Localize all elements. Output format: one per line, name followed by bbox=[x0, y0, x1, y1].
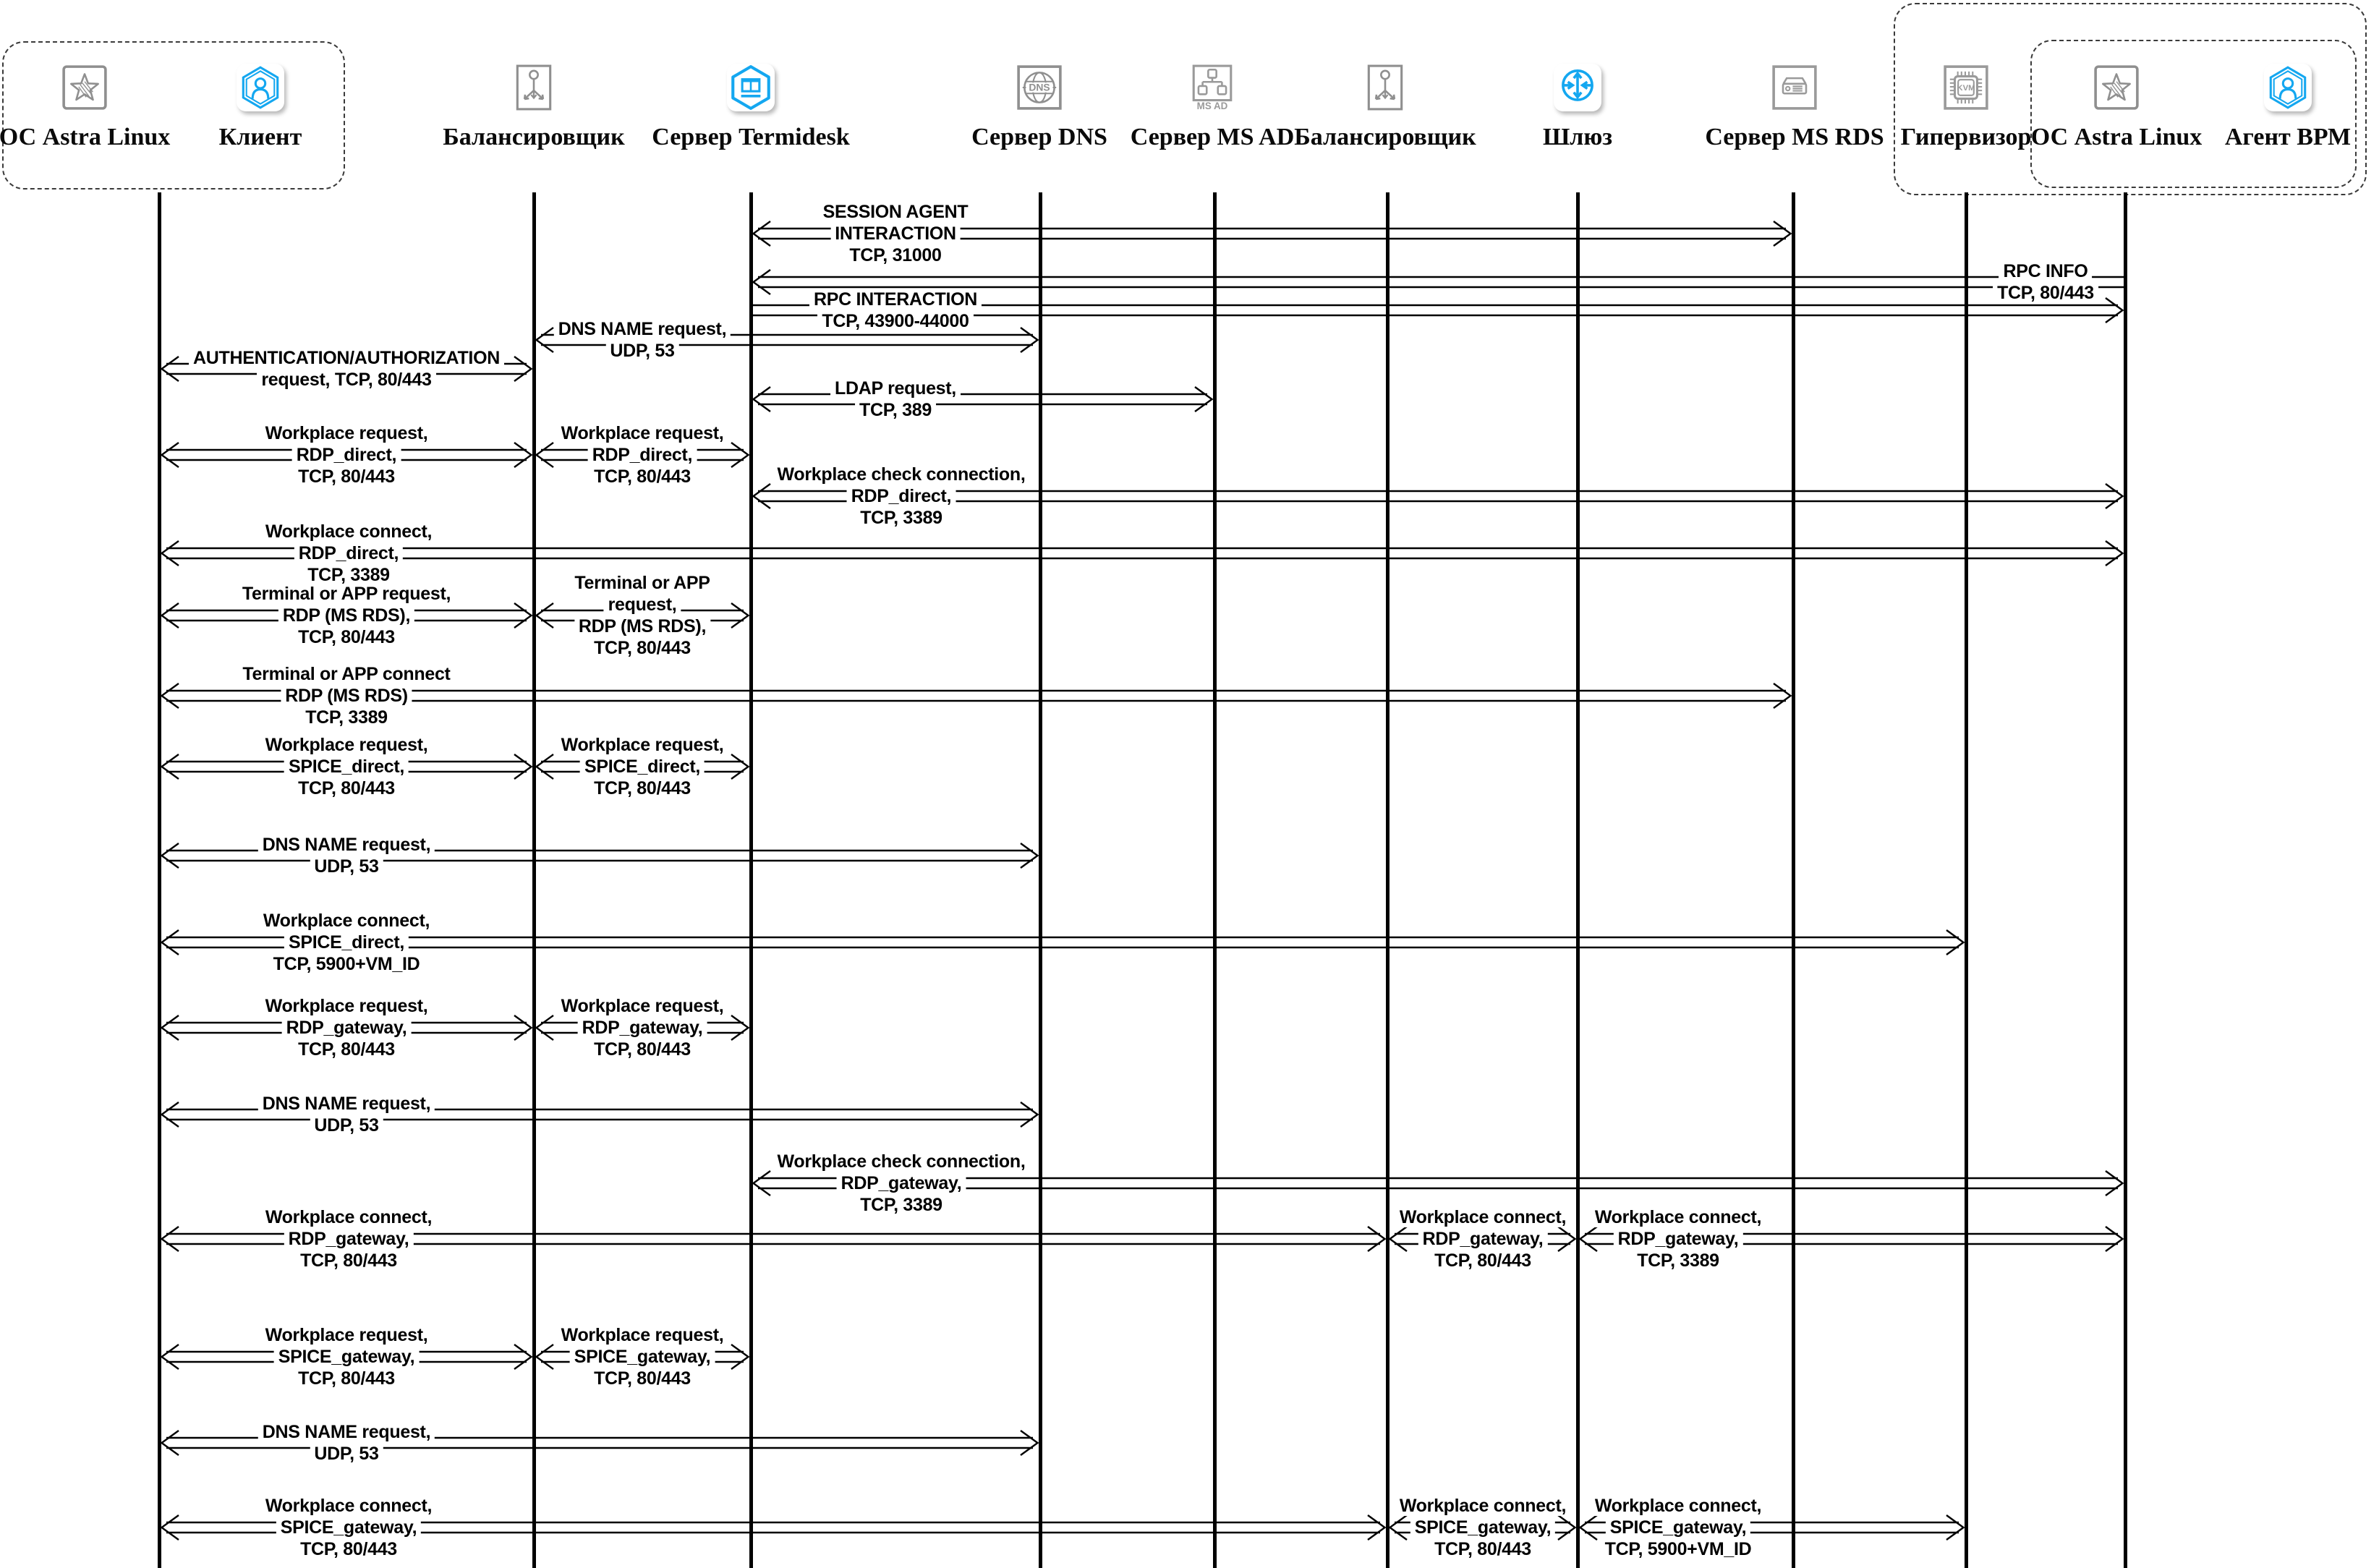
message-arrow bbox=[751, 383, 1214, 415]
message-label: Workplace request, SPICE_gateway, TCP, 80/… bbox=[260, 1324, 433, 1389]
message-label: Terminal or APP connect RDP (MS RDS) TCP, … bbox=[238, 663, 455, 728]
message-arrow bbox=[159, 1427, 1040, 1459]
message-label: Workplace check connection, RDP_direct, TC… bbox=[773, 464, 1030, 529]
actor-label: Сервер Termidesk bbox=[652, 124, 850, 150]
client-hexagon-user-icon bbox=[2264, 64, 2312, 111]
load-balancer-icon bbox=[1361, 64, 1409, 111]
message-arrow bbox=[751, 218, 1793, 250]
message-label: LDAP request, TCP, 389 bbox=[830, 378, 961, 421]
message-arrow bbox=[751, 480, 2125, 512]
ms-ad-tree-icon bbox=[1188, 64, 1236, 111]
lifeline-lb2 bbox=[1385, 192, 1389, 1568]
actor-label: Агент ВРМ bbox=[2224, 124, 2352, 150]
actor-label: Гипервизор bbox=[1900, 124, 2032, 150]
message-label: Workplace connect, RDP_gateway, TCP, 80/44… bbox=[1395, 1206, 1571, 1271]
message-label: SESSION AGENT INTERACTION TCP, 31000 bbox=[818, 201, 973, 266]
lifeline-client bbox=[157, 192, 161, 1568]
lifeline-msad bbox=[1212, 192, 1217, 1568]
message-label: RPC INFO TCP, 80/443 bbox=[1993, 260, 2098, 304]
actor-ms-rds-server: Сервер MS RDS bbox=[1693, 64, 1896, 151]
actor-label: Сервер MS AD bbox=[1130, 124, 1295, 150]
lifeline-group2 bbox=[2123, 192, 2127, 1568]
message-label: DNS NAME request, UDP, 53 bbox=[258, 1093, 435, 1136]
actor-label: Шлюз bbox=[1542, 124, 1613, 150]
message-label: Terminal or APP request, RDP (MS RDS), TCP… bbox=[237, 583, 456, 648]
lifeline-dns bbox=[1038, 192, 1042, 1568]
message-arrow bbox=[534, 324, 1040, 356]
message-label: Workplace request, RDP_direct, TCP, 80/443 bbox=[260, 422, 433, 487]
message-label: Workplace connect, SPICE_gateway, TCP, 590… bbox=[1590, 1495, 1766, 1560]
message-label: Workplace connect, SPICE_gateway, TCP, 80/… bbox=[1395, 1495, 1571, 1560]
message-label: AUTHENTICATION/AUTHORIZATION request, TCP… bbox=[189, 347, 504, 391]
message-arrow bbox=[159, 926, 1966, 958]
lifeline-gateway bbox=[1575, 192, 1580, 1568]
message-label: Workplace request, RDP_direct, TCP, 80/443 bbox=[556, 422, 728, 487]
gateway-router-icon bbox=[1554, 64, 1601, 111]
actor-termidesk-server: Сервер Termidesk bbox=[650, 64, 852, 151]
actor-os-astra-linux-client: ОС Astra Linux bbox=[0, 64, 186, 151]
actor-gateway: Шлюз bbox=[1476, 64, 1679, 151]
message-label: DNS NAME request, UDP, 53 bbox=[258, 1421, 435, 1465]
message-label: Workplace connect, SPICE_gateway, TCP, 80/… bbox=[260, 1495, 437, 1560]
lifeline-lb1 bbox=[532, 192, 536, 1568]
message-arrow bbox=[159, 840, 1040, 872]
actor-ms-ad-server: Сервер MS AD bbox=[1111, 64, 1314, 151]
actor-label: Балансировщик bbox=[1294, 124, 1476, 150]
message-arrow bbox=[159, 680, 1793, 712]
message-arrow bbox=[159, 1223, 1387, 1255]
group-frame-vm bbox=[2030, 40, 2357, 188]
message-arrow bbox=[159, 1099, 1040, 1130]
lifeline-hypervisor bbox=[1964, 192, 1968, 1568]
message-label: Workplace request, RDP_gateway, TCP, 80/44… bbox=[556, 995, 728, 1060]
message-label: Workplace connect, RDP_gateway, TCP, 3389 bbox=[1590, 1206, 1766, 1271]
message-label: Terminal or APP request, RDP (MS RDS), TCP,… bbox=[570, 572, 715, 659]
astra-linux-star-icon bbox=[61, 64, 108, 111]
message-arrow bbox=[159, 537, 2125, 569]
message-arrow bbox=[1578, 1512, 1966, 1543]
actor-label: Сервер MS RDS bbox=[1705, 124, 1884, 150]
message-label: Workplace check connection, RDP_gateway, T… bbox=[773, 1151, 1030, 1216]
termidesk-hexagon-icon bbox=[727, 64, 775, 111]
message-label: Workplace request, SPICE_gateway, TCP, 80/… bbox=[556, 1324, 728, 1389]
kvm-chip-icon bbox=[1942, 64, 1990, 111]
actor-vrm-agent: Агент ВРМ bbox=[2187, 64, 2379, 151]
message-label: Workplace request, SPICE_direct, TCP, 80/4… bbox=[260, 734, 433, 799]
group-frame-hypervisor bbox=[1894, 3, 2367, 195]
message-arrow bbox=[751, 266, 2125, 298]
actor-hypervisor: Гипервизор bbox=[1865, 64, 2067, 151]
actor-label: Балансировщик bbox=[443, 124, 625, 150]
message-label: DNS NAME request, UDP, 53 bbox=[258, 834, 435, 877]
message-label: Workplace connect, RDP_gateway, TCP, 80/44… bbox=[260, 1206, 437, 1271]
astra-linux-star-icon bbox=[2093, 64, 2140, 111]
dns-globe-icon bbox=[1016, 64, 1063, 111]
message-label: DNS NAME request, UDP, 53 bbox=[553, 318, 731, 362]
actor-dns-server: Сервер DNS bbox=[938, 64, 1141, 151]
actor-load-balancer-1: Балансировщик bbox=[433, 64, 635, 151]
actor-label: Клиент bbox=[218, 124, 302, 150]
actor-load-balancer-2: Балансировщик bbox=[1284, 64, 1486, 151]
message-label: Workplace request, RDP_gateway, TCP, 80/44… bbox=[260, 995, 433, 1060]
actor-os-astra-linux-vm: ОС Astra Linux bbox=[2015, 64, 2218, 151]
message-label: Workplace request, SPICE_direct, TCP, 80/4… bbox=[556, 734, 728, 799]
actor-label: Сервер DNS bbox=[971, 124, 1107, 150]
load-balancer-icon bbox=[510, 64, 558, 111]
message-arrow bbox=[751, 1167, 2125, 1199]
lifeline-termidesk bbox=[749, 192, 753, 1568]
actor-label: ОС Astra Linux bbox=[0, 124, 171, 150]
actor-client: Клиент bbox=[159, 64, 362, 151]
client-hexagon-user-icon bbox=[237, 64, 284, 111]
actor-label: ОС Astra Linux bbox=[2030, 124, 2203, 150]
group-frame-client bbox=[2, 41, 345, 189]
server-box-icon bbox=[1771, 64, 1818, 111]
lifeline-msrds bbox=[1791, 192, 1795, 1568]
message-label: Workplace connect, RDP_direct, TCP, 3389 bbox=[260, 521, 437, 586]
message-arrow bbox=[1578, 1223, 2125, 1255]
message-arrow bbox=[159, 1512, 1387, 1543]
message-label: RPC INTERACTION TCP, 43900-44000 bbox=[809, 289, 982, 332]
message-label: Workplace connect, SPICE_direct, TCP, 5900… bbox=[258, 910, 435, 975]
